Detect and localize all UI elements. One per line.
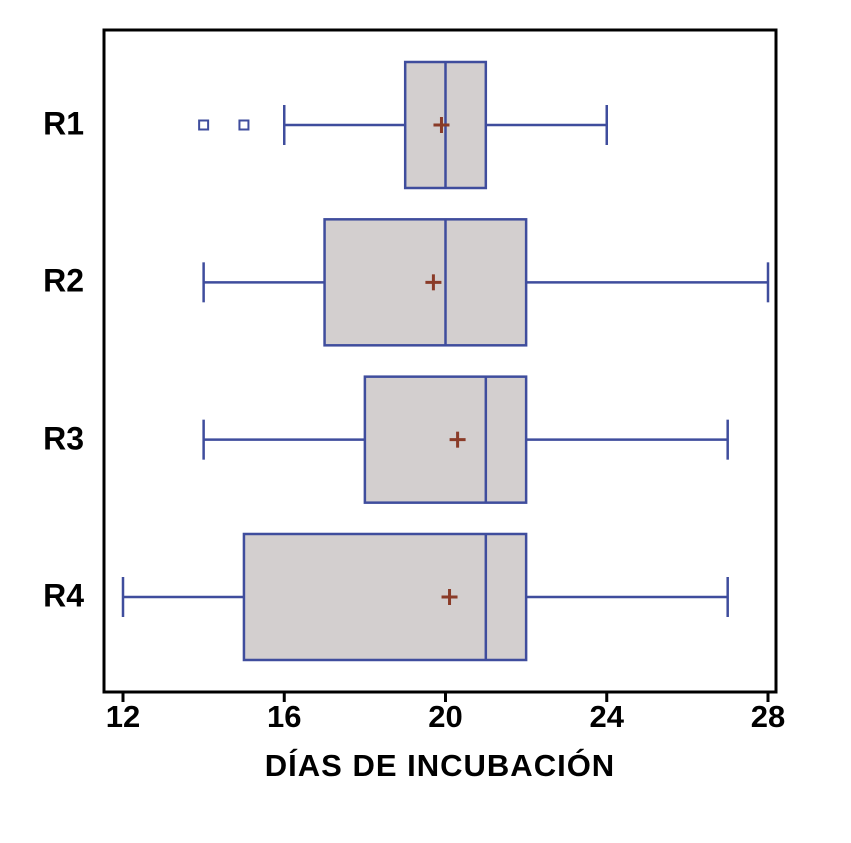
x-tick-label: 20 bbox=[428, 699, 463, 734]
x-tick-label: 24 bbox=[589, 699, 624, 734]
iqr-box bbox=[323, 218, 528, 347]
x-tick-label: 28 bbox=[750, 699, 786, 734]
category-label: R3 bbox=[43, 420, 84, 457]
category-label: R2 bbox=[43, 263, 84, 300]
iqr-box bbox=[242, 532, 528, 662]
boxplot-row-r4 bbox=[121, 532, 729, 662]
boxplot-row-r1 bbox=[198, 60, 608, 190]
category-label: R1 bbox=[43, 105, 84, 142]
boxplot-row-r3 bbox=[202, 375, 729, 504]
plot-frame bbox=[102, 28, 778, 694]
category-label: R4 bbox=[43, 577, 84, 614]
iqr-box bbox=[363, 375, 528, 504]
outlier-square-icon bbox=[198, 119, 210, 131]
x-tick-label: 16 bbox=[267, 699, 302, 734]
x-axis-title: DÍAS DE INCUBACIÓN bbox=[264, 748, 616, 783]
boxplot-row-r2 bbox=[202, 218, 770, 347]
x-tick-label: 12 bbox=[105, 699, 141, 734]
outlier-square-icon bbox=[238, 119, 250, 131]
